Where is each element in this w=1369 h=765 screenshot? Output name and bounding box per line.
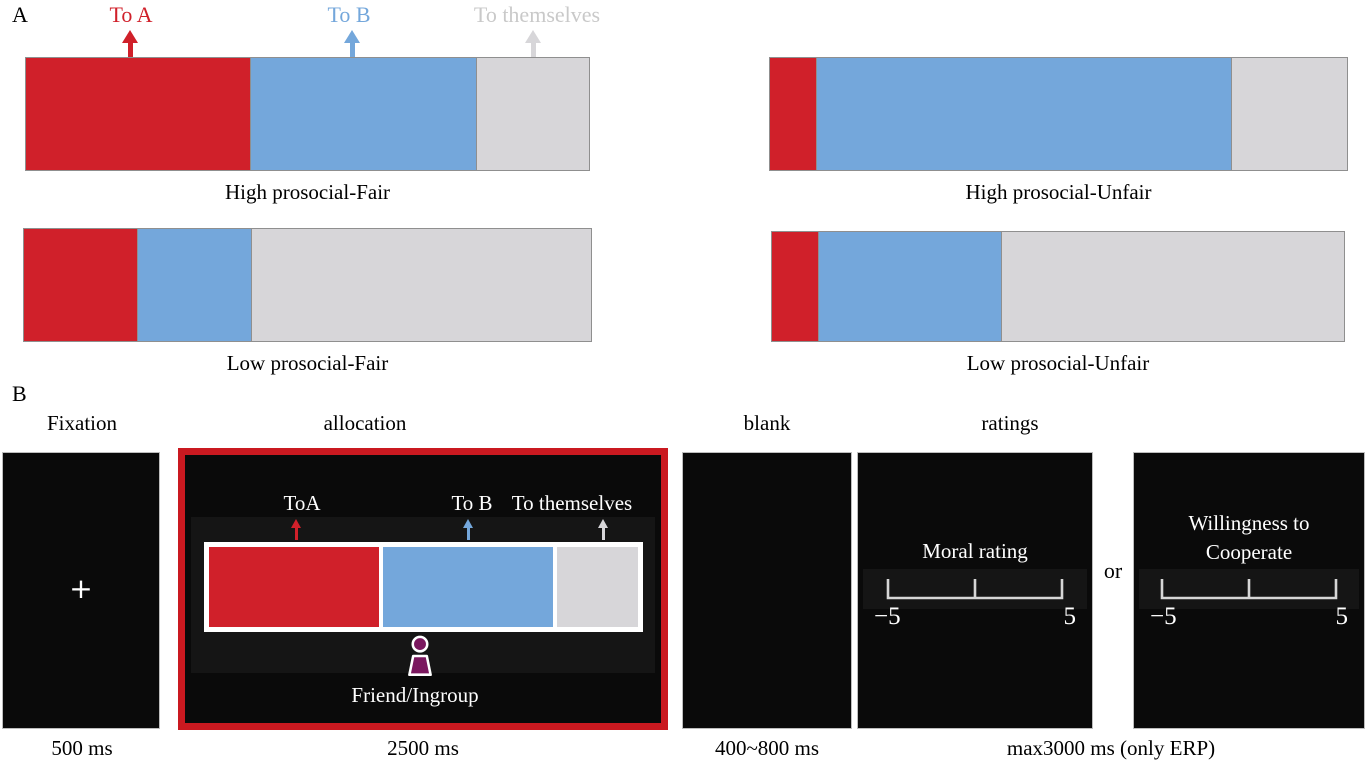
- arrow-head: [598, 519, 608, 528]
- caption-high-prosocial-unfair: High prosocial-Unfair: [965, 180, 1152, 204]
- willingness-title-line1: Willingness to: [1188, 511, 1310, 535]
- segment-to-self: [557, 547, 638, 627]
- to-a-up-arrow-icon: [121, 30, 139, 58]
- willingness-screen: Willingness to Cooperate −5 5: [1133, 452, 1365, 729]
- blank-screen: [682, 452, 852, 729]
- legend-to-themselves: To themselves: [473, 2, 601, 27]
- arrow-head: [291, 519, 301, 528]
- segment-to-b: [383, 547, 554, 627]
- stage-label-ratings: ratings: [981, 411, 1039, 435]
- to-b-up-arrow-icon: [343, 30, 361, 58]
- alloc-to-themselves-up-arrow-icon: [597, 519, 609, 540]
- arrow-head: [122, 30, 138, 43]
- moral-rating-title: Moral rating: [922, 539, 1028, 563]
- fixation-cross: +: [69, 572, 93, 605]
- willingness-title-line2: Cooperate: [1205, 540, 1293, 564]
- allocation-target-label: Friend/Ingroup: [351, 683, 479, 707]
- panel-b-label: B: [12, 381, 27, 406]
- moral-rating-scale-labels: −5 5: [874, 603, 1076, 631]
- caption-low-prosocial-fair: Low prosocial-Fair: [226, 351, 389, 375]
- segment-to-self: [1231, 58, 1347, 170]
- segment-to-b: [817, 232, 1001, 341]
- caption-low-prosocial-unfair: Low prosocial-Unfair: [966, 351, 1150, 375]
- arrow-head: [463, 519, 473, 528]
- timing-fixation: 500 ms: [51, 736, 113, 760]
- or-label: or: [1103, 558, 1123, 583]
- timing-blank: 400~800 ms: [714, 736, 820, 760]
- scale-min-label: −5: [1150, 603, 1177, 630]
- to-themselves-up-arrow-icon: [524, 30, 542, 58]
- scale-min-label: −5: [874, 603, 901, 630]
- segment-to-a: [770, 58, 816, 170]
- willingness-scale-icon: [1134, 577, 1364, 601]
- alloc-label-to-a: ToA: [283, 491, 321, 515]
- allocation-bar: [204, 542, 643, 632]
- arrow-stem: [349, 43, 355, 58]
- stage-label-fixation: Fixation: [46, 411, 117, 435]
- segment-to-b: [137, 229, 251, 341]
- bar-low-prosocial-fair: [23, 228, 592, 342]
- segment-to-a: [26, 58, 251, 170]
- segment-to-self: [475, 58, 590, 170]
- caption-high-prosocial-fair: High prosocial-Fair: [224, 180, 391, 204]
- arrow-head: [525, 30, 541, 43]
- legend-to-a: To A: [109, 2, 153, 27]
- arrow-stem: [294, 528, 298, 540]
- bar-low-prosocial-unfair: [771, 231, 1345, 342]
- alloc-to-a-up-arrow-icon: [290, 519, 302, 540]
- arrow-stem: [530, 43, 536, 58]
- alloc-to-b-up-arrow-icon: [462, 519, 474, 540]
- scale-max-label: 5: [1063, 603, 1077, 630]
- alloc-label-to-b: To B: [451, 491, 493, 515]
- bar-high-prosocial-unfair: [769, 57, 1348, 171]
- arrow-stem: [127, 43, 133, 58]
- panel-a-label: A: [12, 2, 28, 27]
- arrow-stem: [466, 528, 470, 540]
- segment-to-a: [209, 547, 380, 627]
- segment-to-b: [250, 58, 476, 170]
- segment-to-a: [772, 232, 818, 341]
- alloc-label-to-themselves: To themselves: [511, 491, 633, 515]
- allocation-screen: ToA To B To themselves Friend/Ingroup: [178, 448, 668, 730]
- segment-to-b: [816, 58, 1231, 170]
- moral-rating-screen: Moral rating −5 5: [857, 452, 1093, 729]
- legend-to-b: To B: [327, 2, 371, 27]
- arrow-stem: [601, 528, 605, 540]
- stage-label-allocation: allocation: [323, 411, 407, 435]
- timing-allocation: 2500 ms: [387, 736, 459, 760]
- segment-to-self: [251, 229, 591, 341]
- person-icon: [403, 634, 437, 683]
- segment-to-self: [1001, 232, 1344, 341]
- segment-to-a: [24, 229, 137, 341]
- bar-high-prosocial-fair: [25, 57, 590, 171]
- fixation-screen: +: [2, 452, 160, 729]
- stage-label-blank: blank: [743, 411, 791, 435]
- willingness-scale-labels: −5 5: [1150, 603, 1348, 631]
- timing-ratings: max3000 ms (only ERP): [1006, 736, 1216, 760]
- arrow-head: [344, 30, 360, 43]
- moral-rating-scale-icon: [858, 577, 1092, 601]
- scale-max-label: 5: [1335, 603, 1349, 630]
